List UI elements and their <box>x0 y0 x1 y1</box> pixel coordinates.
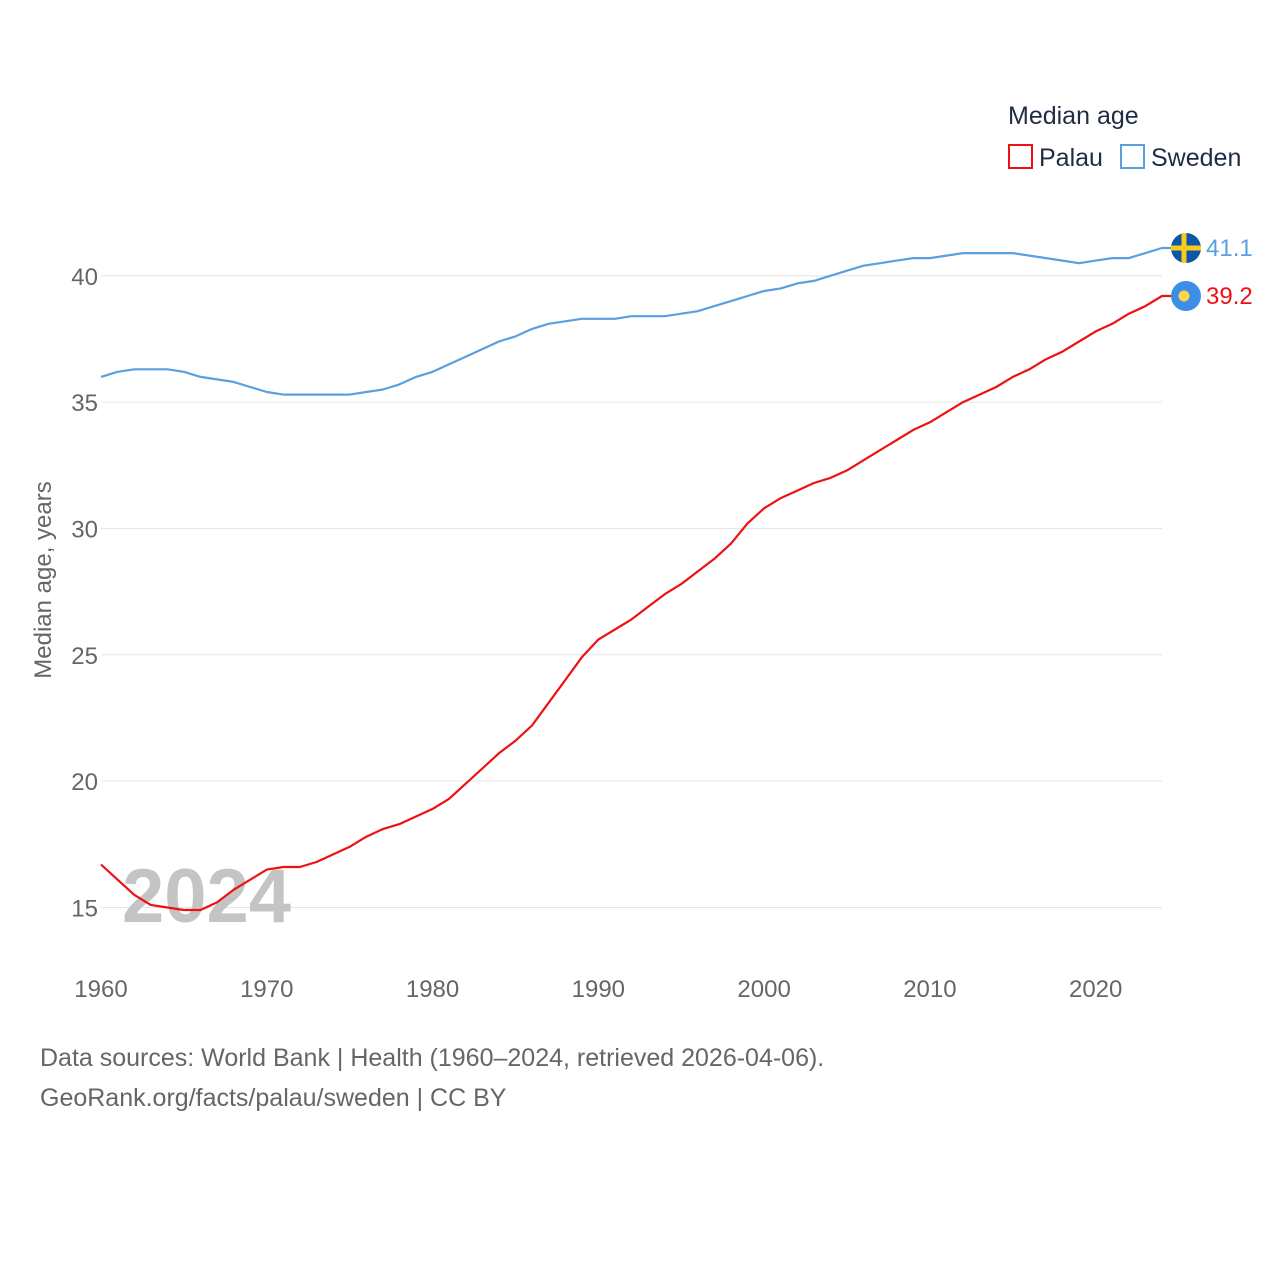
x-tick-label: 1980 <box>406 976 459 1003</box>
year-watermark: 2024 <box>122 854 291 939</box>
y-axis-ticks: 15 20 25 30 35 40 <box>71 264 98 923</box>
gridlines <box>101 275 1162 908</box>
end-label-palau: 39.2 <box>1206 283 1253 310</box>
legend: Median age Palau Sweden <box>1008 102 1241 172</box>
end-label-sweden: 41.1 <box>1206 235 1253 262</box>
series-lines <box>100 246 1172 912</box>
legend-label-sweden[interactable]: Sweden <box>1151 144 1241 172</box>
y-tick-label: 40 <box>71 264 98 291</box>
x-tick-label: 1960 <box>74 976 127 1003</box>
x-tick-label: 2000 <box>737 976 790 1003</box>
source-url[interactable]: GeoRank.org/facts/palau/sweden | CC BY <box>40 1084 507 1112</box>
y-tick-label: 20 <box>71 769 98 796</box>
legend-label-palau[interactable]: Palau <box>1039 144 1103 172</box>
y-tick-label: 15 <box>71 895 98 922</box>
legend-swatch-palau <box>1008 144 1033 169</box>
x-axis-ticks: 1960 1970 1980 1990 2000 2010 2020 <box>74 976 1122 1003</box>
sweden-flag-icon <box>1171 233 1201 264</box>
series-line-palau <box>100 294 1172 912</box>
palau-flag-icon <box>1171 281 1201 312</box>
series-line-sweden <box>100 246 1172 396</box>
legend-swatch-sweden <box>1120 144 1145 169</box>
end-markers: 39.2 41.1 <box>1171 233 1253 312</box>
x-tick-label: 1970 <box>240 976 293 1003</box>
y-axis-label: Median age, years <box>30 481 57 678</box>
y-tick-label: 35 <box>71 390 98 417</box>
legend-title: Median age <box>1008 102 1139 130</box>
y-tick-label: 25 <box>71 643 98 670</box>
line-chart: 15 20 25 30 35 40 1960 1970 1980 1990 2000 2010 202… <box>30 102 1253 1003</box>
data-sources-note: Data sources: World Bank | Health (1960–… <box>40 1044 825 1072</box>
x-tick-label: 2020 <box>1069 976 1122 1003</box>
y-tick-label: 30 <box>71 516 98 543</box>
x-tick-label: 2010 <box>903 976 956 1003</box>
x-tick-label: 1990 <box>572 976 625 1003</box>
